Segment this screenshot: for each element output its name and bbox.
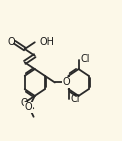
Text: Cl: Cl bbox=[81, 54, 90, 64]
Text: O: O bbox=[8, 37, 15, 47]
Text: Cl: Cl bbox=[71, 94, 80, 104]
Text: OH: OH bbox=[39, 37, 54, 47]
Text: O: O bbox=[63, 78, 70, 87]
Text: O: O bbox=[20, 98, 28, 108]
Text: O: O bbox=[25, 103, 32, 113]
